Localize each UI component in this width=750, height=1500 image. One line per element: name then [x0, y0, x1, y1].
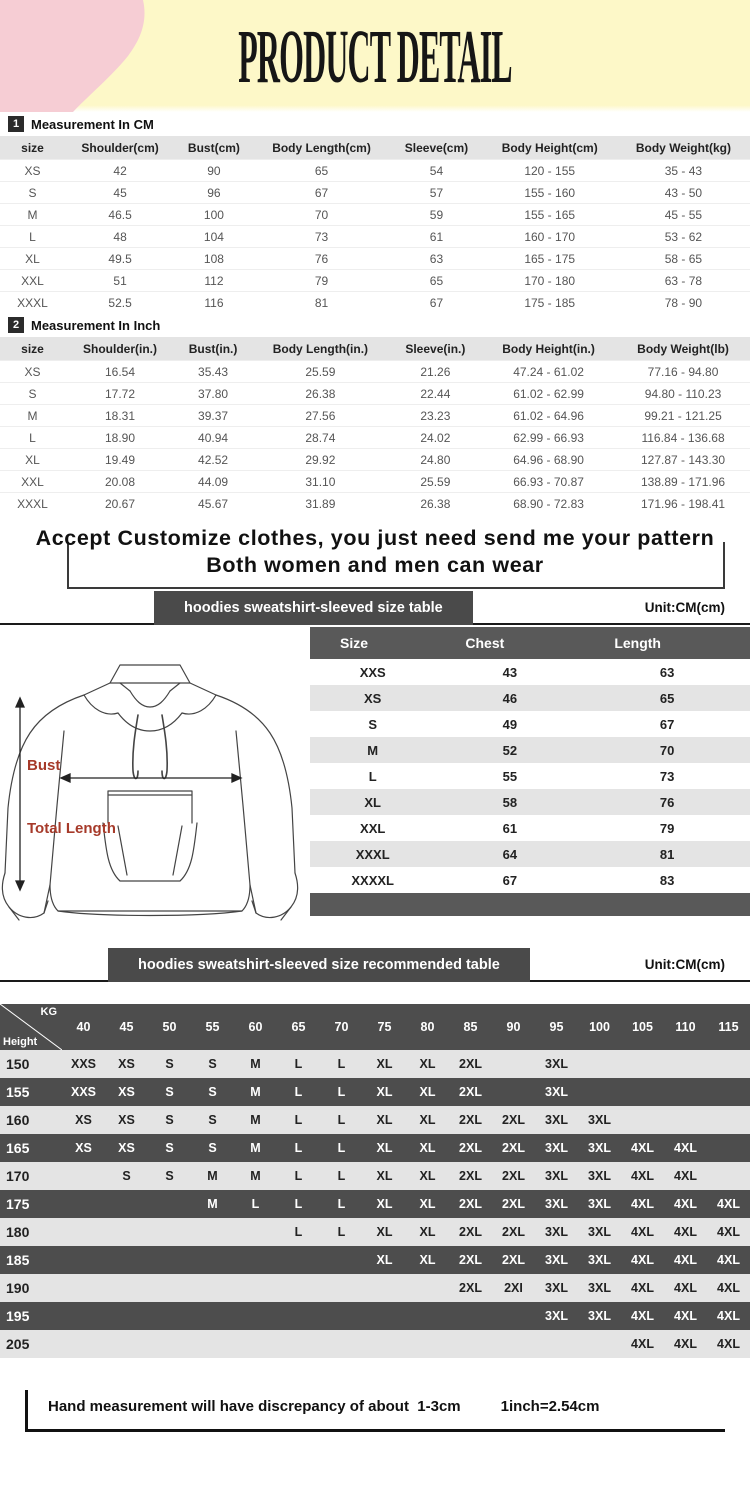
svg-text:Bust: Bust — [27, 757, 60, 774]
svg-text:Total Length: Total Length — [27, 820, 116, 837]
